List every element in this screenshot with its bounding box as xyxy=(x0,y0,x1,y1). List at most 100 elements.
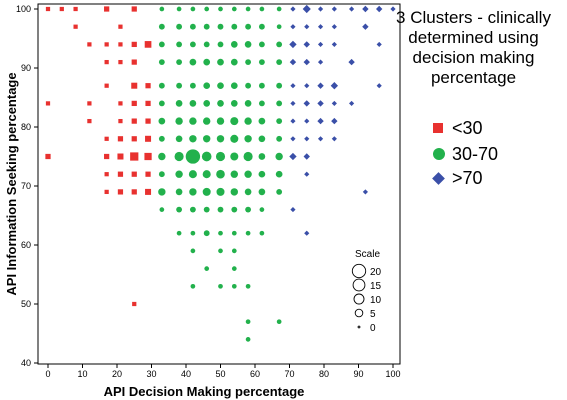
data-point xyxy=(158,41,165,48)
data-point xyxy=(117,153,124,160)
data-point xyxy=(317,41,324,47)
data-point xyxy=(104,172,109,177)
data-point xyxy=(276,6,282,12)
x-tick-label: 80 xyxy=(319,369,329,379)
data-point xyxy=(245,319,251,325)
data-point xyxy=(131,6,137,12)
data-point xyxy=(230,188,238,196)
data-point xyxy=(131,41,137,48)
data-point xyxy=(201,151,212,162)
data-point xyxy=(131,189,137,195)
data-point xyxy=(331,41,337,47)
data-points xyxy=(45,4,396,342)
data-point xyxy=(258,188,266,196)
data-point xyxy=(258,59,265,66)
data-point xyxy=(203,23,210,30)
data-point xyxy=(331,100,337,106)
y-tick-label: 100 xyxy=(16,4,31,14)
data-point xyxy=(175,135,183,143)
data-point xyxy=(189,135,197,143)
data-point xyxy=(145,118,151,124)
data-point xyxy=(118,101,123,106)
y-tick-label: 70 xyxy=(21,181,31,191)
data-point xyxy=(244,170,252,178)
x-axis-ticks: 0 10 20 30 40 50 60 70 80 90 100 xyxy=(45,364,401,379)
data-point xyxy=(245,337,251,342)
data-point xyxy=(189,82,196,89)
size-legend-marker xyxy=(357,325,361,329)
y-axis-ticks: 40 50 60 70 80 90 100 xyxy=(16,4,38,368)
data-point xyxy=(303,58,310,66)
data-point xyxy=(303,100,310,107)
x-tick-label: 40 xyxy=(181,369,191,379)
data-point xyxy=(130,152,139,161)
data-point xyxy=(349,100,355,106)
data-point xyxy=(87,118,92,124)
data-point xyxy=(245,230,251,236)
data-point xyxy=(244,41,252,48)
data-point xyxy=(189,206,196,213)
data-point xyxy=(203,41,210,48)
data-point xyxy=(189,188,197,196)
data-point xyxy=(189,58,197,66)
data-point xyxy=(231,248,237,254)
data-point xyxy=(118,59,123,65)
data-point xyxy=(87,101,92,106)
data-point xyxy=(45,153,51,160)
size-legend-marker xyxy=(353,293,365,305)
data-point xyxy=(317,59,324,65)
data-point xyxy=(375,5,383,13)
x-tick-label: 10 xyxy=(77,369,87,379)
data-point xyxy=(259,6,265,12)
size-legend-marker xyxy=(354,308,364,318)
data-point xyxy=(131,100,137,107)
data-point xyxy=(145,100,151,107)
data-point xyxy=(390,6,396,12)
data-point xyxy=(231,6,237,12)
data-point xyxy=(45,101,51,106)
data-point xyxy=(117,171,124,177)
x-tick-label: 20 xyxy=(112,369,122,379)
data-point xyxy=(176,230,182,236)
data-point xyxy=(331,136,337,142)
size-legend-label: 0 xyxy=(370,323,376,334)
data-point xyxy=(290,118,296,124)
x-tick-label: 90 xyxy=(353,369,363,379)
data-point xyxy=(290,83,296,89)
data-point xyxy=(145,171,151,177)
data-point xyxy=(216,117,225,125)
data-point xyxy=(117,136,124,142)
data-point xyxy=(216,169,225,179)
data-point xyxy=(304,83,310,89)
data-point xyxy=(362,189,368,195)
data-point xyxy=(317,117,324,125)
data-point xyxy=(203,82,211,90)
data-point xyxy=(104,153,110,160)
y-tick-label: 90 xyxy=(21,63,31,73)
data-point xyxy=(331,24,337,30)
data-point xyxy=(231,206,238,213)
data-point xyxy=(276,118,283,125)
size-legend-title: Scale xyxy=(355,249,380,260)
data-point xyxy=(258,117,266,125)
data-point xyxy=(230,100,238,107)
data-point xyxy=(190,230,196,236)
data-point xyxy=(258,153,266,160)
data-point xyxy=(104,136,109,141)
data-point xyxy=(303,41,310,48)
data-point xyxy=(145,188,152,195)
data-point xyxy=(190,248,196,254)
data-point xyxy=(204,266,210,271)
data-point xyxy=(317,24,324,30)
data-point xyxy=(175,170,183,178)
legend-item-low: <30 xyxy=(433,118,483,139)
data-point xyxy=(331,6,337,12)
data-point xyxy=(303,153,310,160)
data-point xyxy=(145,135,152,142)
data-point xyxy=(45,6,51,12)
data-point xyxy=(245,283,251,289)
data-point xyxy=(132,301,137,307)
data-point xyxy=(244,100,252,107)
data-point xyxy=(175,188,183,196)
data-point xyxy=(131,136,137,142)
